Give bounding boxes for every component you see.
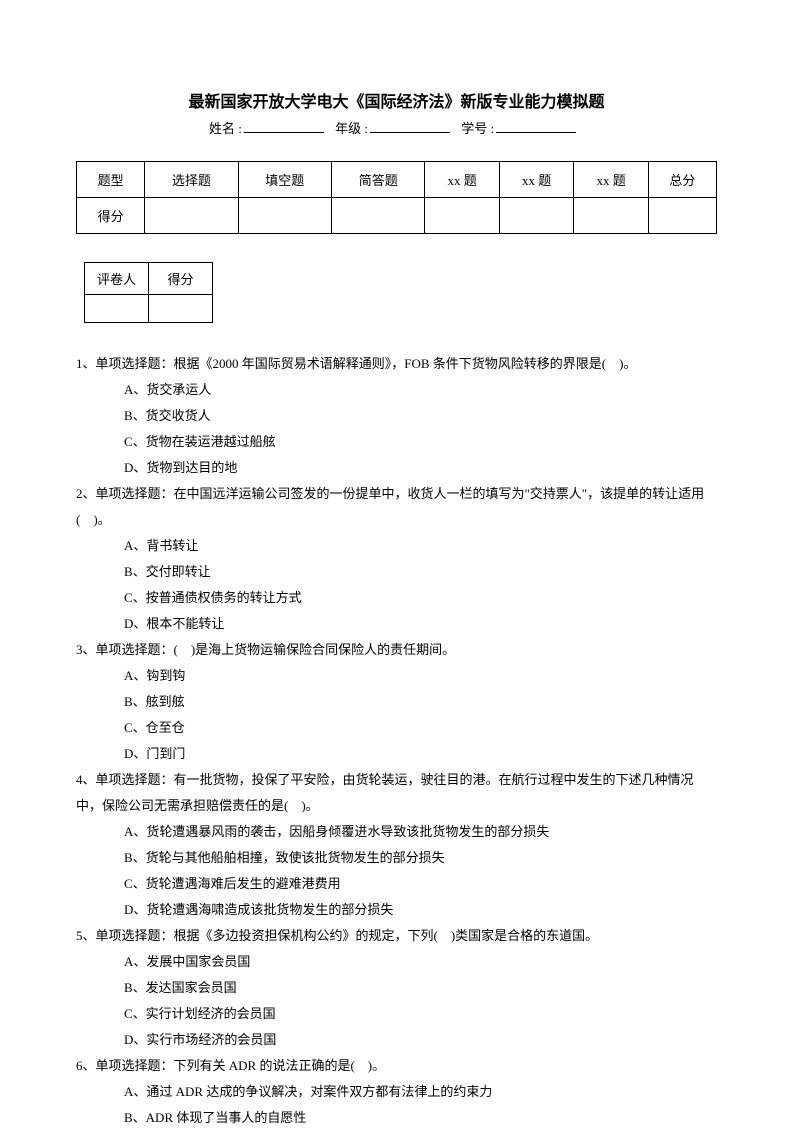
th-grader: 评卷人 [85,263,149,295]
student-info-line: 姓名 : 年级 : 学号 : [76,118,717,137]
grade-blank [370,132,450,133]
th-fill: 填空题 [238,162,331,198]
td-cell [574,198,648,234]
question-option: A、货交承运人 [76,377,717,403]
question-option: C、按普通债权债务的转让方式 [76,585,717,611]
td-cell [332,198,425,234]
th-type: 题型 [77,162,145,198]
td-score-label: 得分 [77,198,145,234]
question-option: D、根本不能转让 [76,611,717,637]
td-cell [149,295,213,323]
id-label: 学号 : [461,121,494,136]
td-cell [499,198,573,234]
question-option: A、发展中国家会员国 [76,949,717,975]
td-cell [238,198,331,234]
th-short: 简答题 [332,162,425,198]
question-option: D、实行市场经济的会员国 [76,1027,717,1053]
question-stem: 3、单项选择题：( )是海上货物运输保险合同保险人的责任期间。 [76,637,717,663]
td-cell [85,295,149,323]
type-score-table: 题型 选择题 填空题 简答题 xx 题 xx 题 xx 题 总分 得分 [76,161,717,234]
question-stem: 1、单项选择题：根据《2000 年国际贸易术语解释通则》，FOB 条件下货物风险… [76,351,717,377]
th-total: 总分 [648,162,716,198]
question-option: C、货物在装运港越过船舷 [76,429,717,455]
question-option: D、货轮遭遇海啸造成该批货物发生的部分损失 [76,897,717,923]
question-option: A、货轮遭遇暴风雨的袭击，因船身倾覆进水导致该批货物发生的部分损失 [76,819,717,845]
question-option: D、门到门 [76,741,717,767]
th-xx1: xx 题 [425,162,499,198]
question-option: B、发达国家会员国 [76,975,717,1001]
th-xx3: xx 题 [574,162,648,198]
table-row: 评卷人 得分 [85,263,213,295]
question-option: A、背书转让 [76,533,717,559]
question-option: B、ADR 体现了当事人的自愿性 [76,1105,717,1131]
td-cell [425,198,499,234]
table-row [85,295,213,323]
td-cell [145,198,238,234]
page-title: 最新国家开放大学电大《国际经济法》新版专业能力模拟题 [76,88,717,112]
name-blank [244,132,324,133]
question-option: A、钩到钩 [76,663,717,689]
th-score: 得分 [149,263,213,295]
question-stem: 6、单项选择题：下列有关 ADR 的说法正确的是( )。 [76,1053,717,1079]
question-option: C、货轮遭遇海难后发生的避难港费用 [76,871,717,897]
question-option: C、仓至仓 [76,715,717,741]
question-option: B、舷到舷 [76,689,717,715]
question-stem: 2、单项选择题：在中国远洋运输公司签发的一份提单中，收货人一栏的填写为"交持票人… [76,481,717,533]
table-row: 得分 [77,198,717,234]
table-row: 题型 选择题 填空题 简答题 xx 题 xx 题 xx 题 总分 [77,162,717,198]
th-xx2: xx 题 [499,162,573,198]
name-label: 姓名 : [209,121,242,136]
th-choice: 选择题 [145,162,238,198]
td-cell [648,198,716,234]
id-blank [496,132,576,133]
question-stem: 4、单项选择题：有一批货物，投保了平安险，由货轮装运，驶往目的港。在航行过程中发… [76,767,717,819]
grade-label: 年级 : [335,121,368,136]
grader-score-table: 评卷人 得分 [84,262,213,323]
question-option: A、通过 ADR 达成的争议解决，对案件双方都有法律上的约束力 [76,1079,717,1105]
questions-container: 1、单项选择题：根据《2000 年国际贸易术语解释通则》，FOB 条件下货物风险… [76,351,717,1131]
question-option: B、货轮与其他船舶相撞，致使该批货物发生的部分损失 [76,845,717,871]
question-option: C、实行计划经济的会员国 [76,1001,717,1027]
question-option: D、货物到达目的地 [76,455,717,481]
question-option: B、交付即转让 [76,559,717,585]
question-stem: 5、单项选择题：根据《多边投资担保机构公约》的规定，下列( )类国家是合格的东道… [76,923,717,949]
question-option: B、货交收货人 [76,403,717,429]
